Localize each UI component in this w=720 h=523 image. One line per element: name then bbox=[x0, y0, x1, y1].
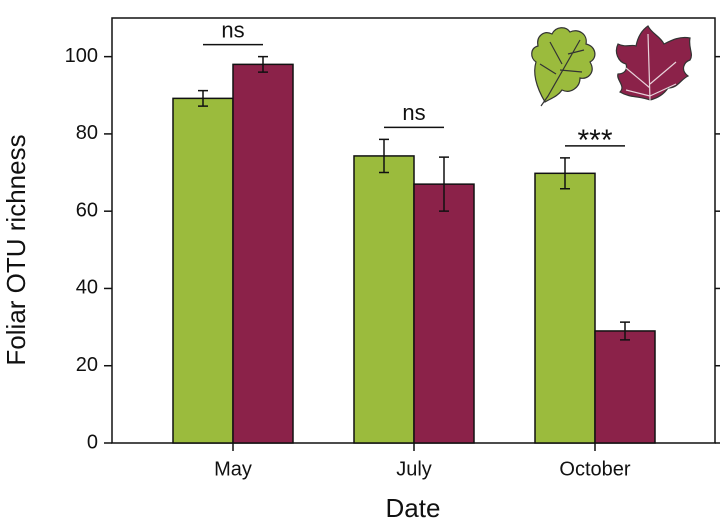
bar bbox=[353, 155, 415, 444]
y-tick-label: 100 bbox=[65, 45, 98, 67]
y-tick-label: 20 bbox=[76, 354, 98, 376]
x-axis-title: Date bbox=[386, 493, 441, 523]
error-bar bbox=[198, 89, 208, 107]
bar bbox=[594, 330, 656, 444]
bar bbox=[413, 183, 475, 444]
y-tick-label: 0 bbox=[87, 431, 98, 453]
maple-leaf-icon bbox=[615, 25, 693, 113]
error-bar bbox=[620, 321, 630, 341]
bar bbox=[172, 97, 234, 444]
oak-leaf-icon bbox=[531, 27, 596, 107]
x-tick-label: May bbox=[214, 458, 252, 480]
error-bar bbox=[560, 157, 570, 190]
error-bar bbox=[439, 156, 449, 212]
y-axis-title: Foliar OTU richness bbox=[1, 134, 31, 365]
x-tick-label: July bbox=[396, 458, 432, 480]
significance-label: ns bbox=[402, 100, 425, 125]
error-bar bbox=[379, 138, 389, 174]
error-bar bbox=[258, 55, 268, 73]
bar bbox=[232, 63, 294, 444]
y-tick-label: 80 bbox=[76, 122, 98, 144]
significance-label: ns bbox=[221, 17, 244, 42]
significance-label: *** bbox=[577, 124, 612, 157]
y-tick-label: 60 bbox=[76, 199, 98, 221]
bar bbox=[534, 172, 596, 444]
x-tick-label: October bbox=[559, 458, 630, 480]
y-tick-label: 40 bbox=[76, 277, 98, 299]
